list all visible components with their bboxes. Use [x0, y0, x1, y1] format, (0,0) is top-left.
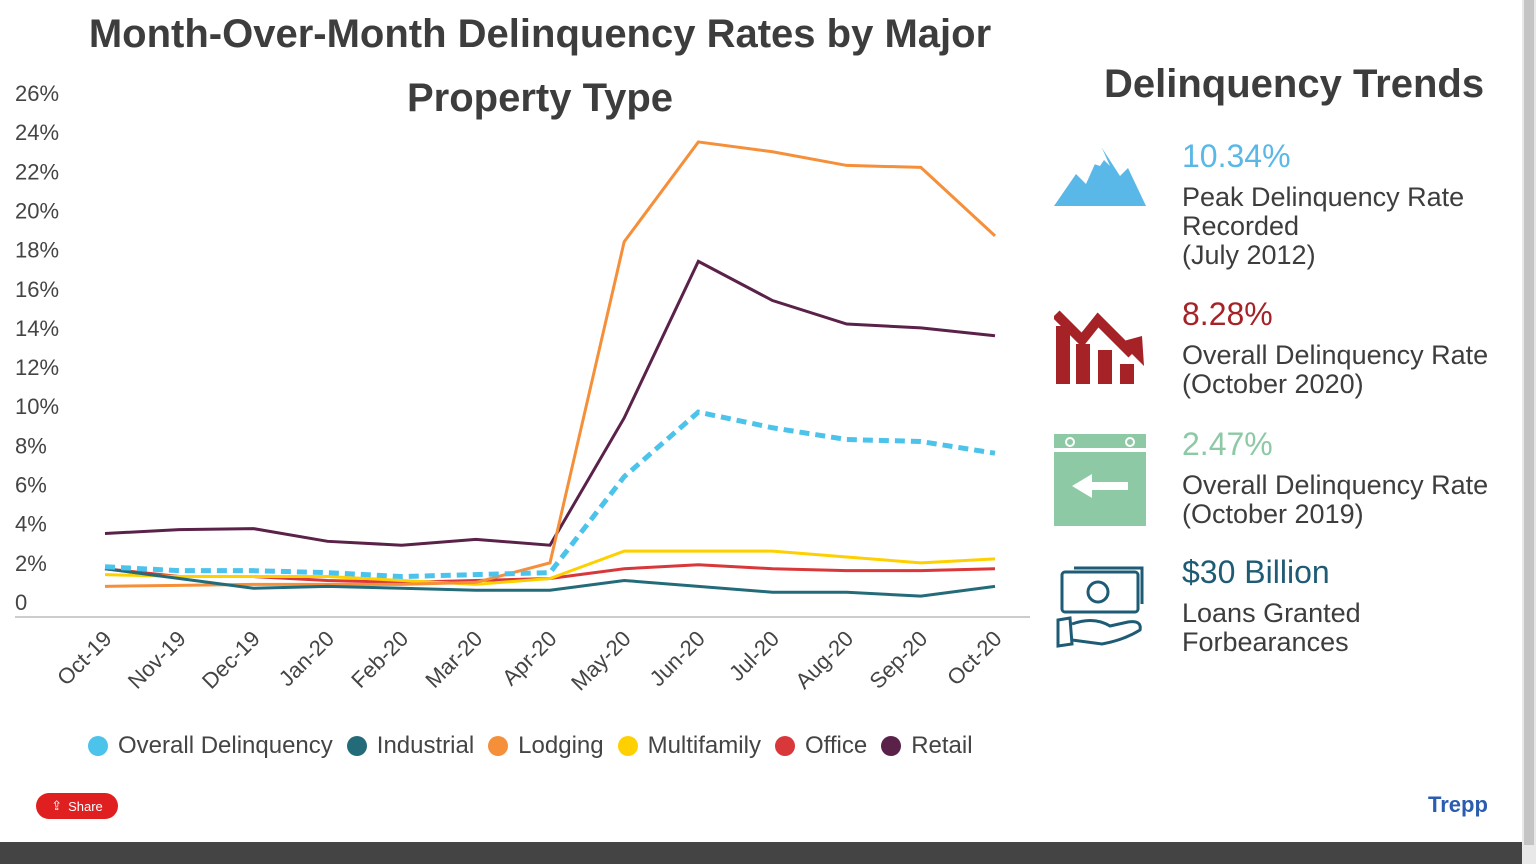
legend-item: Multifamily — [617, 732, 761, 760]
stat-oct2020: 8.28% Overall Delinquency Rate (October 2… — [1182, 296, 1488, 399]
series-line-overall-delinquency — [104, 409, 996, 580]
stat-value: 2.47% — [1182, 426, 1273, 462]
y-tick-label: 8% — [15, 433, 47, 458]
scrollbar-thumb[interactable] — [1524, 0, 1534, 845]
stat-label: Loans Granted Forbearances — [1182, 598, 1361, 657]
stat-forbearance: $30 Billion Loans Granted Forbearances — [1182, 554, 1361, 657]
chart-down-icon — [1054, 310, 1144, 384]
legend-dot — [346, 736, 367, 756]
y-tick-label: 20% — [15, 198, 59, 223]
x-tick-label: Feb-20 — [346, 626, 413, 693]
mountain-icon — [1054, 148, 1146, 206]
trends-title: Delinquency Trends — [1104, 62, 1485, 106]
series-line-lodging — [104, 140, 997, 588]
y-tick-label: 26% — [15, 81, 59, 106]
stat-value: 8.28% — [1182, 296, 1273, 332]
x-tick-label: Jul-20 — [724, 626, 784, 686]
x-tick-label: Aug-20 — [790, 626, 858, 694]
series-line-multifamily — [104, 549, 996, 586]
legend-dot — [88, 736, 108, 756]
stat-label: Overall Delinquency Rate (October 2019) — [1182, 470, 1489, 529]
legend-label: Retail — [911, 732, 973, 759]
x-tick-label: Jun-20 — [645, 626, 710, 691]
x-tick-label: Mar-20 — [420, 626, 487, 693]
stat-peak: 10.34% Peak Delinquency Rate Recorded (Ju… — [1182, 138, 1464, 270]
legend-label: Office — [804, 732, 868, 759]
y-tick-label: 6% — [15, 473, 47, 498]
share-button[interactable]: ⇪ Share — [36, 793, 118, 819]
y-tick-label: 0 — [15, 590, 27, 615]
x-tick-label: Oct-19 — [52, 626, 116, 690]
y-tick-label: 16% — [15, 277, 59, 302]
share-icon: ⇪ — [51, 798, 63, 813]
calendar-back-icon — [1054, 434, 1146, 526]
money-hand-icon — [1056, 566, 1144, 648]
x-tick-label: Nov-19 — [123, 626, 191, 694]
y-tick-label: 2% — [15, 551, 47, 576]
legend-item: Lodging — [488, 732, 604, 760]
x-tick-label: Oct-20 — [942, 626, 1006, 690]
y-tick-label: 12% — [15, 355, 59, 380]
footer-bar — [0, 842, 1522, 864]
legend-dot — [881, 736, 902, 756]
stat-value: $30 Billion — [1182, 554, 1330, 590]
y-tick-label: 10% — [15, 394, 59, 419]
series-line-retail — [104, 259, 996, 547]
share-label: Share — [68, 798, 103, 814]
chart-legend: Overall Delinquency Industrial Lodging Mult… — [88, 732, 973, 760]
x-tick-label: Jan-20 — [274, 626, 339, 691]
x-tick-label: May-20 — [566, 626, 636, 696]
y-tick-label: 24% — [15, 120, 59, 145]
trepp-logo: Trepp — [1428, 792, 1488, 817]
legend-label: Lodging — [518, 732, 604, 759]
x-tick-label: Apr-20 — [497, 626, 561, 690]
legend-dot — [488, 736, 509, 756]
y-tick-label: 22% — [15, 159, 59, 184]
stat-label: Peak Delinquency Rate Recorded (July 201… — [1182, 182, 1465, 270]
legend-dot — [617, 736, 638, 756]
y-tick-label: 14% — [15, 316, 59, 341]
legend-item: Office — [774, 732, 868, 760]
y-tick-label: 18% — [15, 238, 59, 263]
legend-item: Retail — [881, 732, 973, 760]
legend-item: Industrial — [346, 732, 475, 760]
x-tick-label: Sep-20 — [865, 626, 933, 694]
line-chart: 0 2% 4% 6% 8% 10% 12% 14% 16% 18% 20% 22% 24% 26% Oct-… — [15, 81, 1030, 696]
chart-title: Month-Over-Month Delinquency Rates by Ma… — [88, 12, 992, 120]
legend-label: Overall Delinquency — [118, 732, 333, 759]
legend-label: Multifamily — [647, 732, 761, 759]
y-tick-label: 4% — [15, 512, 47, 537]
legend-dot — [774, 736, 795, 756]
stat-oct2019: 2.47% Overall Delinquency Rate (October 2… — [1182, 426, 1488, 529]
scrollbar[interactable] — [1522, 0, 1536, 864]
stat-value: 10.34% — [1182, 138, 1291, 174]
x-tick-label: Dec-19 — [197, 626, 265, 694]
legend-label: Industrial — [376, 732, 475, 759]
stat-label: Overall Delinquency Rate (October 2020) — [1182, 340, 1489, 399]
legend-item: Overall Delinquency — [88, 732, 333, 760]
